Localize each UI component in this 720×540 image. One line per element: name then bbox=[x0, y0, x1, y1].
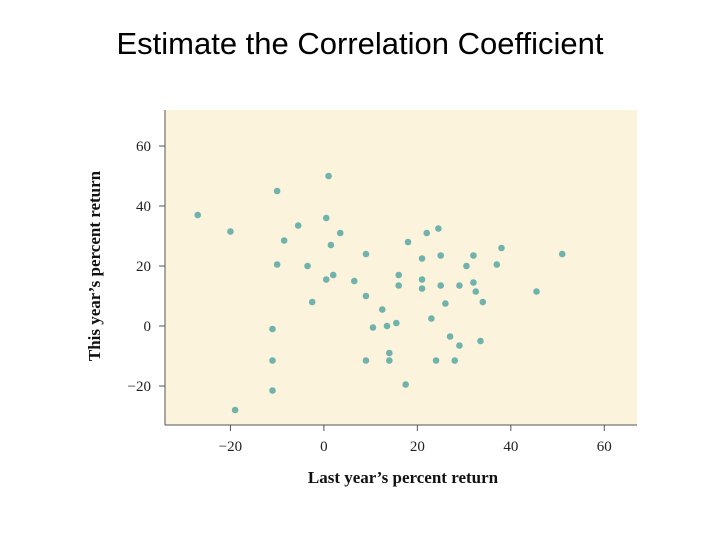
data-point bbox=[456, 342, 463, 349]
data-point bbox=[533, 288, 540, 295]
data-point bbox=[194, 211, 202, 219]
data-point bbox=[395, 271, 402, 279]
slide-title: Estimate the Correlation Coefficient bbox=[116, 26, 604, 61]
data-point bbox=[304, 262, 311, 270]
x-axis-title: Last year’s percent return bbox=[308, 468, 499, 487]
data-point bbox=[477, 337, 484, 345]
data-point bbox=[362, 250, 370, 258]
x-tick-label: 0 bbox=[320, 439, 328, 455]
data-point bbox=[362, 357, 370, 364]
y-tick-label: 0 bbox=[144, 319, 152, 335]
data-point bbox=[558, 250, 566, 258]
data-point bbox=[402, 381, 409, 388]
data-point bbox=[329, 271, 337, 279]
y-tick-label: 20 bbox=[136, 259, 151, 275]
data-point bbox=[472, 288, 480, 295]
x-tick-label: −20 bbox=[219, 439, 242, 455]
data-point bbox=[418, 285, 426, 292]
data-point bbox=[479, 298, 487, 306]
data-point bbox=[308, 298, 316, 306]
data-point bbox=[362, 292, 370, 300]
y-axis-ticks: −20 0 20 40 60 bbox=[128, 139, 165, 395]
data-point bbox=[269, 387, 276, 394]
y-tick-label: 60 bbox=[136, 139, 151, 155]
data-point bbox=[386, 357, 393, 364]
data-point bbox=[437, 282, 445, 289]
data-point bbox=[435, 225, 442, 232]
data-point bbox=[442, 300, 449, 307]
y-tick-label: −20 bbox=[128, 379, 151, 395]
x-tick-label: 60 bbox=[597, 439, 612, 455]
data-point bbox=[231, 406, 239, 414]
data-point bbox=[379, 306, 386, 313]
data-point bbox=[294, 222, 302, 229]
data-points bbox=[194, 172, 566, 414]
plot-area bbox=[165, 110, 637, 425]
data-point bbox=[393, 319, 400, 327]
data-point bbox=[336, 229, 344, 237]
data-point bbox=[470, 252, 477, 259]
x-tick-label: 40 bbox=[503, 439, 518, 455]
data-point bbox=[386, 349, 393, 357]
data-point bbox=[463, 262, 470, 270]
data-point bbox=[269, 357, 276, 364]
data-point bbox=[493, 261, 501, 268]
data-point bbox=[327, 241, 335, 249]
y-tick-label: 40 bbox=[136, 199, 151, 215]
y-axis-title: This year’s percent return bbox=[85, 170, 104, 361]
data-point bbox=[437, 252, 445, 259]
data-point bbox=[227, 228, 234, 235]
data-point bbox=[418, 255, 426, 262]
data-point bbox=[498, 244, 505, 252]
data-point bbox=[273, 261, 281, 268]
data-point bbox=[456, 282, 463, 289]
data-point bbox=[395, 282, 402, 289]
data-point bbox=[404, 238, 412, 246]
x-axis-ticks: −20 0 20 40 60 bbox=[219, 425, 612, 455]
data-point bbox=[383, 322, 391, 330]
data-point bbox=[451, 357, 459, 364]
data-point bbox=[432, 357, 440, 364]
data-point bbox=[325, 172, 332, 180]
data-point bbox=[322, 276, 330, 283]
data-point bbox=[470, 279, 477, 286]
data-point bbox=[369, 324, 377, 331]
data-point bbox=[428, 315, 435, 322]
data-point bbox=[280, 237, 288, 244]
data-point bbox=[273, 187, 281, 195]
x-tick-label: 20 bbox=[410, 439, 425, 455]
data-point bbox=[322, 214, 330, 222]
data-point bbox=[418, 276, 426, 283]
data-point bbox=[446, 333, 454, 340]
data-point bbox=[350, 277, 358, 285]
data-point bbox=[269, 325, 276, 333]
data-point bbox=[423, 229, 431, 237]
